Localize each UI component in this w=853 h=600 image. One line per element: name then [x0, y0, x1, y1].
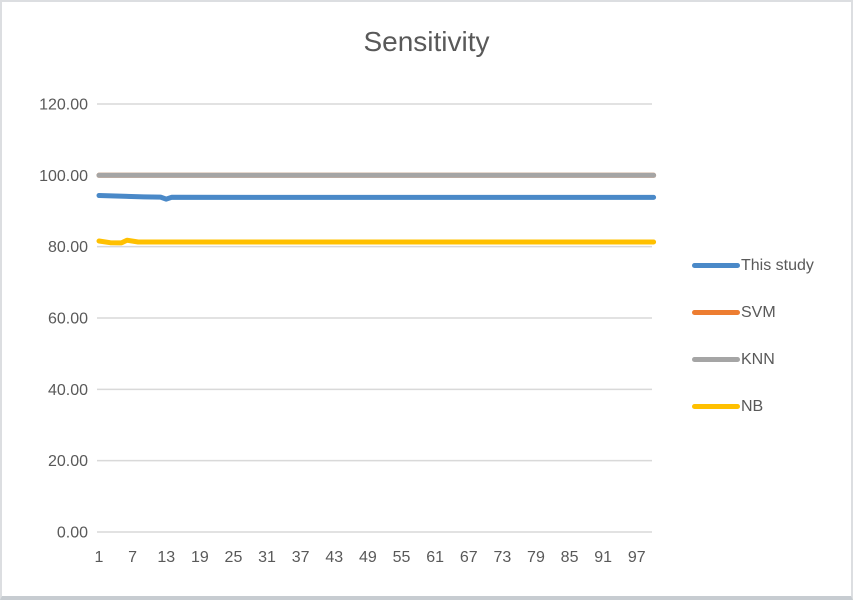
legend-item-this-study: This study	[692, 242, 814, 289]
x-tick-label: 73	[493, 549, 511, 566]
x-tick-label: 61	[426, 549, 444, 566]
y-tick-label: 80.00	[48, 239, 88, 256]
x-tick-label: 91	[594, 549, 612, 566]
series-line-nb	[96, 237, 657, 246]
x-tick-label: 25	[225, 549, 243, 566]
legend-label-knn: KNN	[741, 350, 775, 368]
legend-item-svm: SVM	[692, 289, 814, 336]
legend-label-this-study: This study	[741, 256, 814, 274]
x-tick-label: 19	[191, 549, 209, 566]
legend-label-svm: SVM	[741, 303, 776, 321]
x-tick-label: 97	[628, 549, 646, 566]
legend-swatch-knn	[692, 357, 740, 362]
x-tick-label: 49	[359, 549, 377, 566]
legend-swatch-svm	[692, 310, 740, 315]
y-tick-label: 100.00	[39, 168, 88, 185]
x-tick-label: 1	[95, 549, 104, 566]
legend-swatch-nb	[692, 404, 740, 409]
x-tick-label: 13	[157, 549, 175, 566]
x-tick-label: 79	[527, 549, 545, 566]
x-tick-label: 37	[292, 549, 310, 566]
chart-title: Sensitivity	[363, 26, 490, 57]
y-tick-label: 20.00	[48, 453, 88, 470]
y-tick-label: 120.00	[39, 97, 88, 114]
legend-swatch-this-study	[692, 263, 740, 268]
legend-item-nb: NB	[692, 383, 814, 430]
x-tick-label: 67	[460, 549, 478, 566]
x-tick-label: 31	[258, 549, 276, 566]
x-tick-label: 55	[393, 549, 411, 566]
series-line-this-study	[96, 193, 657, 202]
y-tick-label: 40.00	[48, 382, 88, 399]
x-tick-label: 7	[128, 549, 137, 566]
y-tick-label: 60.00	[48, 311, 88, 328]
legend: This study SVM KNN NB	[692, 242, 814, 430]
legend-label-nb: NB	[741, 397, 764, 415]
x-tick-label: 85	[561, 549, 579, 566]
x-tick-label: 43	[325, 549, 343, 566]
y-tick-label: 0.00	[57, 525, 88, 542]
legend-item-knn: KNN	[692, 336, 814, 383]
